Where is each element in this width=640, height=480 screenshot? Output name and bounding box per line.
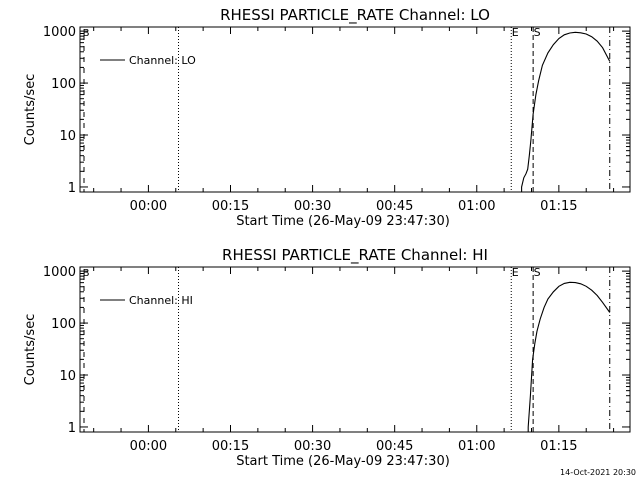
event-marker-label: S: [534, 26, 541, 39]
y-tick-label: 10: [59, 129, 76, 144]
x-tick-label: 00:45: [376, 199, 413, 214]
event-marker-label: S: [534, 266, 541, 279]
y-tick-label: 1: [68, 421, 76, 436]
x-tick-label: 00:00: [130, 199, 167, 214]
event-marker-label: E: [512, 266, 519, 279]
event-marker-label: E: [512, 26, 519, 39]
corner-symbol: B: [83, 28, 90, 39]
plot-frame: [79, 266, 631, 433]
series-line: [521, 31, 611, 192]
x-tick-label: 00:15: [212, 199, 249, 214]
x-tick-label: 01:00: [458, 199, 495, 214]
x-tick-label: 00:30: [294, 199, 331, 214]
x-tick-label: 00:15: [212, 439, 249, 454]
legend-label: Channel: LO: [129, 54, 196, 67]
chart-title: RHESSI PARTICLE_RATE Channel: HI: [222, 246, 488, 265]
x-tick-label: 00:45: [376, 439, 413, 454]
y-tick-label: 1000: [43, 25, 76, 40]
y-tick-label: 10: [59, 369, 76, 384]
y-tick-label: 100: [51, 317, 76, 332]
y-axis-label: Counts/sec: [23, 314, 38, 386]
x-tick-label: 01:15: [540, 199, 577, 214]
footer-timestamp: 14-Oct-2021 20:30: [560, 468, 636, 477]
x-tick-label: 00:00: [130, 439, 167, 454]
x-tick-label: 00:30: [294, 439, 331, 454]
panel-lo: RHESSI PARTICLE_RATE Channel: LO 00:00 00:…: [23, 6, 631, 229]
x-axis-label: Start Time (26-May-09 23:47:30): [236, 214, 450, 229]
x-tick-label: 01:15: [540, 439, 577, 454]
y-tick-label: 100: [51, 77, 76, 92]
y-tick-label: 1: [68, 181, 76, 196]
panel-hi: RHESSI PARTICLE_RATE Channel: HI 00:00 00:…: [23, 246, 631, 469]
series-line: [527, 281, 611, 432]
plot-frame: [79, 26, 631, 193]
corner-symbol: B: [83, 268, 90, 279]
x-tick-label: 01:00: [458, 439, 495, 454]
legend-label: Channel: HI: [129, 294, 193, 307]
x-axis-label: Start Time (26-May-09 23:47:30): [236, 454, 450, 469]
y-axis-label: Counts/sec: [23, 74, 38, 146]
chart-title: RHESSI PARTICLE_RATE Channel: LO: [220, 6, 490, 25]
y-tick-label: 1000: [43, 265, 76, 280]
